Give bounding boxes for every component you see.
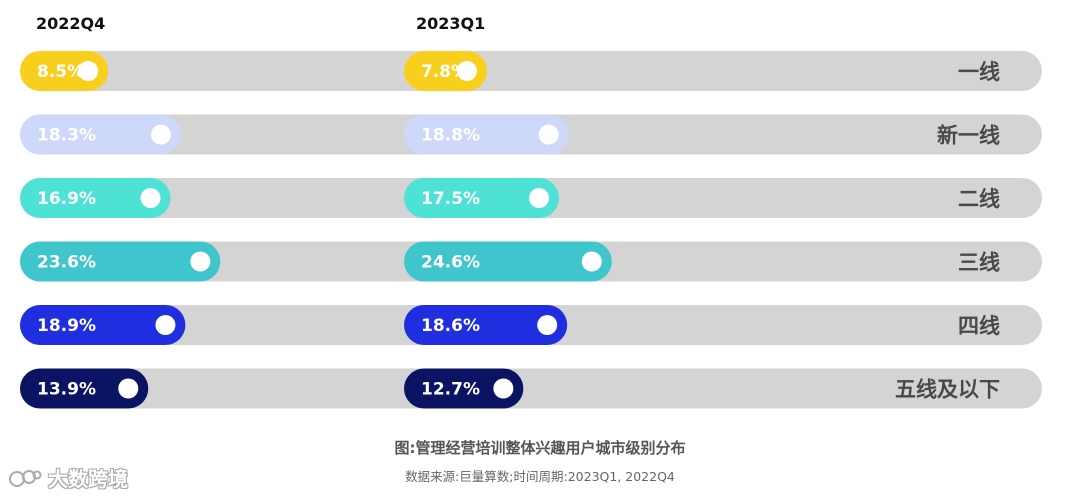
- bar: [404, 114, 569, 155]
- bar-track: [20, 368, 1042, 409]
- data-label: 16.9%: [37, 189, 96, 209]
- data-label: 8.5%: [37, 62, 84, 82]
- bar-end-dot: [538, 124, 559, 145]
- data-label: 13.9%: [37, 380, 96, 400]
- data-label: 7.8%: [421, 62, 468, 82]
- bar: [404, 368, 524, 409]
- category-label: 四线: [958, 314, 1000, 338]
- logo-mark-icon: [9, 469, 42, 487]
- data-label: 18.3%: [37, 126, 96, 146]
- bar-chart: 8.5% 7.8% 一线 18.3% 18.8% 新一线 16.9% 17.5% 二线 23.6%…: [20, 51, 1042, 409]
- bar-end-dot: [155, 315, 176, 335]
- data-label: 18.8%: [421, 126, 480, 146]
- bar-end-dot: [78, 61, 99, 81]
- bar-end-dot: [190, 251, 211, 272]
- bar-end-dot: [140, 188, 161, 208]
- data-label: 18.6%: [421, 316, 480, 336]
- data-label: 17.5%: [421, 189, 480, 209]
- category-label: 三线: [958, 251, 1000, 275]
- data-source-note: 数据来源:巨量算数;时间周期:2023Q1, 2022Q4: [405, 469, 675, 484]
- bar: [404, 178, 560, 218]
- category-label: 一线: [958, 60, 1000, 84]
- data-label: 12.7%: [421, 380, 480, 400]
- category-label: 新一线: [937, 124, 1000, 148]
- bar: [20, 305, 186, 345]
- bar-end-dot: [581, 251, 602, 272]
- bar: [404, 51, 487, 91]
- category-label: 五线及以下: [895, 378, 1000, 402]
- data-label: 23.6%: [37, 253, 96, 273]
- bar: [404, 305, 568, 345]
- bar: [20, 368, 149, 409]
- chart-caption: 图:管理经营培训整体兴趣用户城市级别分布: [394, 439, 686, 457]
- series-title-2022q4: 2022Q4: [36, 14, 106, 33]
- bar: [20, 178, 171, 218]
- bar-end-dot: [456, 61, 477, 81]
- bar-end-dot: [529, 188, 550, 208]
- bar-end-dot: [150, 124, 171, 145]
- bar-track: [20, 51, 1042, 91]
- bar-end-dot: [537, 315, 558, 335]
- series-title-2023q1: 2023Q1: [416, 14, 486, 33]
- data-label: 24.6%: [421, 253, 480, 273]
- bar: [20, 241, 221, 282]
- watermark-text: 大数跨境: [48, 467, 128, 491]
- data-label: 18.9%: [37, 316, 96, 336]
- watermark: 大数跨境: [8, 463, 128, 492]
- bar-end-dot: [493, 378, 514, 399]
- bar: [20, 114, 181, 155]
- bar-end-dot: [118, 378, 139, 399]
- bar: [20, 51, 109, 91]
- category-label: 二线: [958, 187, 1000, 211]
- bar: [404, 241, 612, 282]
